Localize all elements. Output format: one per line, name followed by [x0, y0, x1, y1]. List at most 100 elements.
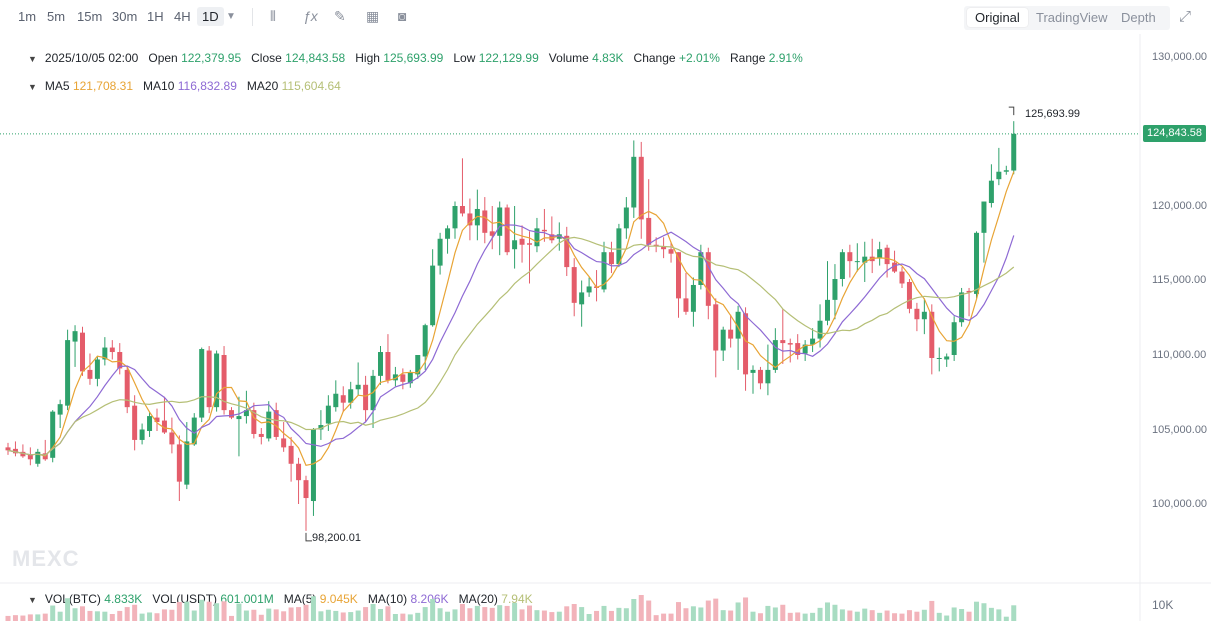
volume-bar — [482, 607, 488, 621]
tab-original[interactable]: Original — [967, 8, 1028, 27]
volume-bar — [474, 605, 480, 621]
volume-bar — [422, 607, 428, 621]
volume-bar — [579, 607, 585, 621]
volume-bar — [519, 609, 525, 621]
volume-bar — [586, 614, 592, 621]
candle-body — [176, 444, 182, 482]
timeframe-1d[interactable]: 1D — [197, 7, 224, 26]
volume-bar — [102, 611, 108, 621]
timeframe-1m[interactable]: 1m — [18, 9, 37, 24]
fullscreen-icon[interactable]: ⤢ — [1179, 8, 1192, 25]
candle-body — [57, 404, 63, 415]
candle-body — [288, 445, 294, 464]
candle-body — [616, 228, 622, 265]
volume-bar — [914, 611, 920, 621]
candle-body — [206, 350, 212, 408]
timeframe-dropdown-icon[interactable]: ▼ — [226, 11, 236, 22]
volume-bar — [296, 607, 302, 621]
candle-body — [817, 320, 823, 339]
candle-body — [281, 438, 287, 448]
candle-body — [728, 329, 734, 339]
candle-body — [467, 213, 473, 226]
vol-collapse-caret-icon[interactable]: ▼ — [28, 595, 37, 605]
candle-body — [459, 206, 465, 214]
volume-bar — [12, 615, 18, 621]
volume-bar — [467, 608, 473, 621]
candle-body — [325, 405, 331, 424]
volume-bar — [959, 609, 965, 621]
candle-body — [638, 156, 644, 220]
volume-bar — [415, 612, 421, 621]
screenshot-camera-icon[interactable]: ◙ — [398, 8, 407, 24]
volume-bar — [109, 614, 115, 621]
draw-pencil-icon[interactable]: ✎ — [334, 8, 346, 24]
close-label: Close — [251, 51, 282, 65]
ma10-line — [7, 224, 1015, 456]
candle-body — [154, 417, 160, 423]
candle-body — [392, 374, 398, 381]
timeframe-30m[interactable]: 30m — [112, 9, 138, 24]
candle-body — [601, 252, 607, 290]
candle-body — [698, 252, 704, 285]
volume-bar — [117, 610, 123, 621]
layout-grid-icon[interactable]: ▦ — [366, 8, 380, 24]
y-tick-110000: 110,000.00 — [1152, 349, 1207, 361]
tab-tradingview[interactable]: TradingView — [1036, 10, 1108, 25]
volume-bar — [705, 600, 711, 621]
ma10-value: 116,832.89 — [177, 79, 237, 93]
candle-body — [959, 292, 965, 323]
collapse-caret-icon[interactable]: ▼ — [28, 54, 37, 64]
candle-body — [243, 410, 249, 417]
vol-ma5-label: MA(5) — [283, 592, 317, 606]
volume-bar — [698, 607, 704, 621]
volume-bar — [251, 609, 257, 621]
indicator-fx-icon[interactable]: ƒx — [303, 8, 318, 24]
timeframe-15m[interactable]: 15m — [77, 9, 103, 24]
candle-body — [102, 347, 108, 360]
candle-body — [415, 355, 421, 375]
candle-body — [5, 447, 11, 451]
timeframe-4h[interactable]: 4H — [174, 9, 191, 24]
low-label: Low — [453, 51, 476, 65]
candle-body — [743, 313, 749, 375]
volume-bar — [318, 611, 324, 621]
volume-bar — [966, 611, 972, 621]
candle-body — [430, 265, 436, 326]
candle-body — [94, 359, 100, 379]
low-value: 122,129.99 — [478, 51, 539, 65]
timeframe-5m[interactable]: 5m — [47, 9, 66, 24]
candle-body — [906, 281, 912, 309]
ma-collapse-caret-icon[interactable]: ▼ — [28, 82, 37, 92]
candle-body — [12, 448, 18, 454]
range-label: Range — [730, 51, 766, 65]
candle-body — [385, 352, 391, 381]
volume-bar — [147, 612, 153, 621]
volume-bar — [825, 602, 830, 621]
mexc-watermark-logo: MEXC — [12, 546, 80, 571]
y-tick-120000: 120,000.00 — [1152, 200, 1208, 212]
candle-body — [810, 338, 816, 345]
candle-body — [519, 238, 525, 245]
volume-bar — [266, 608, 272, 621]
tab-depth[interactable]: Depth — [1121, 10, 1156, 25]
candle-body — [422, 325, 428, 357]
volume-bar — [80, 606, 85, 621]
candle-body — [169, 432, 175, 445]
timeframe-1h[interactable]: 1H — [147, 9, 164, 24]
volume-bar — [407, 614, 413, 621]
candle-body — [966, 290, 972, 293]
candle-type-icon[interactable]: ⫴ — [270, 8, 276, 24]
candle-body — [780, 340, 786, 344]
vol-ma10-label: MA(10) — [367, 592, 408, 606]
volume-bar — [132, 604, 138, 621]
y-tick-130000: 130,000.00 — [1152, 51, 1208, 63]
candle-body — [795, 343, 801, 355]
candle-body — [340, 395, 346, 403]
volume-bar — [668, 613, 674, 621]
volume-bar — [988, 607, 994, 621]
volume-bar — [921, 609, 927, 621]
last-price-tag: 124,843.58 — [1143, 125, 1206, 142]
volume-bar — [191, 610, 197, 621]
candle-body — [333, 393, 339, 408]
